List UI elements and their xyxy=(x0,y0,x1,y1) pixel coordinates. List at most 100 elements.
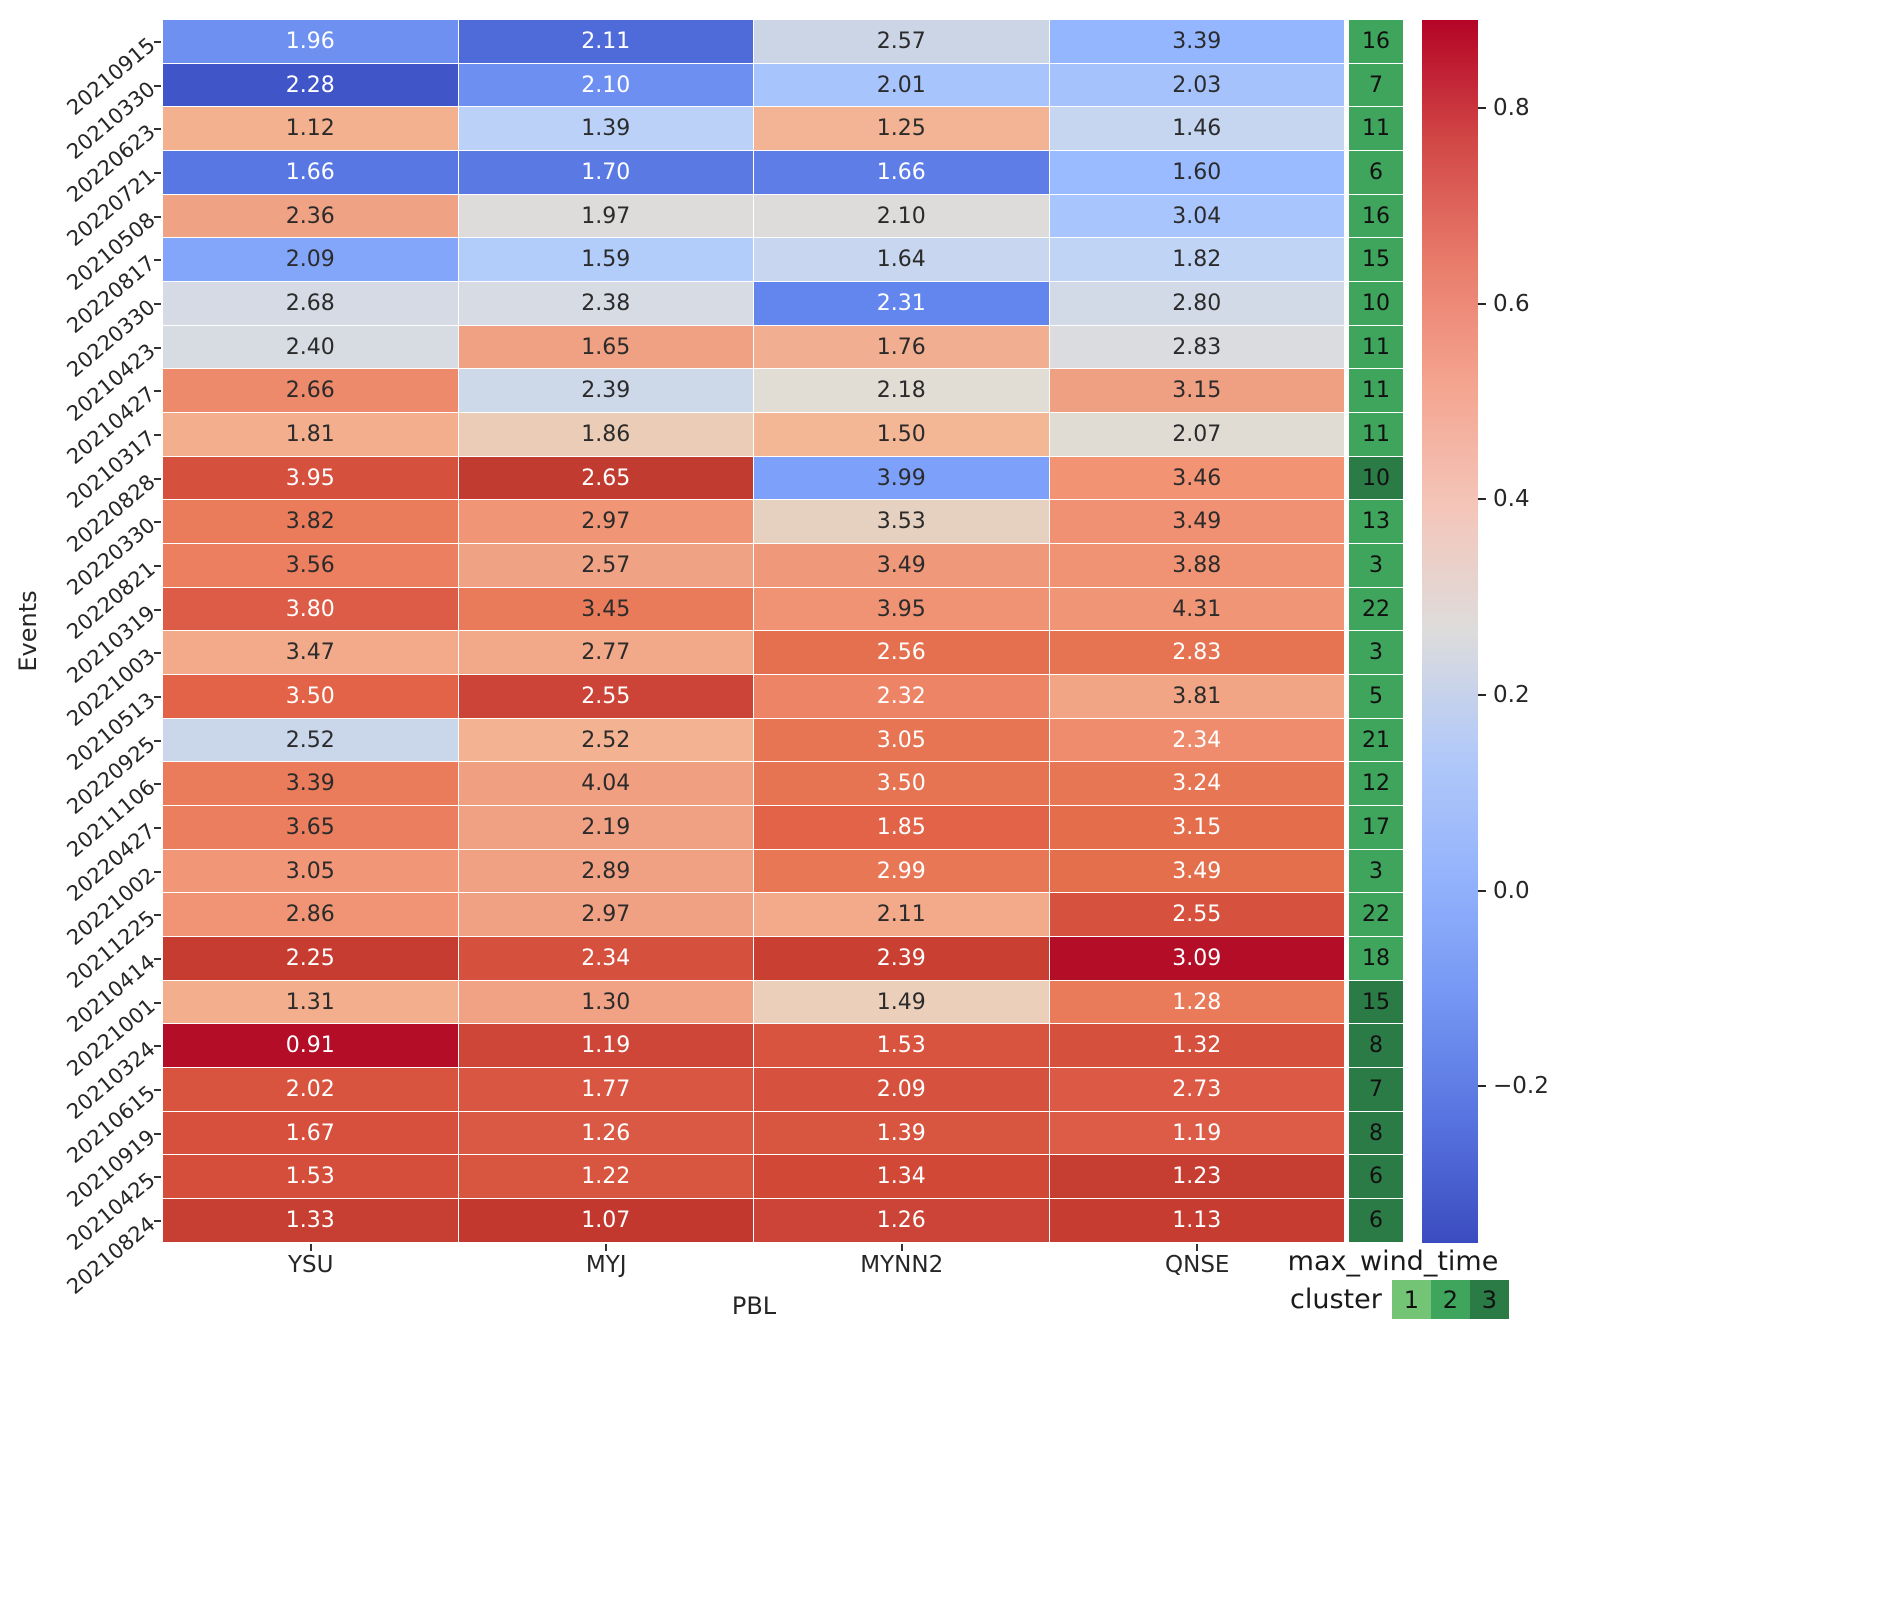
heatmap-cell: 3.95 xyxy=(163,456,459,501)
max-wind-time-cell: 17 xyxy=(1349,806,1403,850)
heatmap-cell: 1.30 xyxy=(458,980,754,1025)
heatmap-cell: 1.82 xyxy=(1049,238,1345,283)
colorbar-tick-label: −0.2 xyxy=(1493,1073,1549,1100)
max-wind-time-cell: 10 xyxy=(1349,456,1403,501)
heatmap-cell: 1.31 xyxy=(163,980,459,1025)
heatmap-cell: 3.49 xyxy=(1049,849,1345,894)
heatmap-cell: 2.52 xyxy=(458,718,754,763)
colorbar-tick-mark xyxy=(1478,1085,1486,1088)
max-wind-time-cell: 8 xyxy=(1349,1024,1403,1069)
heatmap-cell: 2.77 xyxy=(458,631,754,676)
colorbar-tick-mark xyxy=(1478,107,1486,110)
event-row: 2.66 2.39 2.18 3.15 11 xyxy=(163,369,1403,414)
heatmap-cell: 2.86 xyxy=(163,893,459,938)
y-tick-mark xyxy=(154,302,161,305)
colorbar-tick-mark xyxy=(1478,694,1486,697)
heatmap-cell: 3.81 xyxy=(1049,675,1345,719)
heatmap-cell: 2.10 xyxy=(754,194,1050,239)
heatmap-cell: 2.34 xyxy=(458,937,754,981)
max-wind-time-cell: 22 xyxy=(1349,587,1403,632)
heatmap-cell: 1.66 xyxy=(163,151,459,195)
event-row: 2.68 2.38 2.31 2.80 10 xyxy=(163,282,1403,326)
heatmap-cell: 4.31 xyxy=(1049,587,1345,632)
heatmap-cell: 1.23 xyxy=(1049,1155,1345,1200)
heatmap-cell: 2.11 xyxy=(458,20,754,64)
heatmap-cell: 2.28 xyxy=(163,63,459,108)
x-axis-title: PBL xyxy=(731,1292,777,1320)
y-tick-mark xyxy=(154,477,161,480)
event-row: 3.80 3.45 3.95 4.31 22 xyxy=(163,587,1403,632)
max-wind-time-cell: 8 xyxy=(1349,1111,1403,1156)
event-row: 3.50 2.55 2.32 3.81 5 xyxy=(163,675,1403,719)
heatmap-cell: 1.07 xyxy=(458,1199,754,1243)
max-wind-time-cell: 6 xyxy=(1349,151,1403,195)
max-wind-time-cell: 16 xyxy=(1349,194,1403,239)
heatmap-cell: 3.09 xyxy=(1049,937,1345,981)
heatmap-cell: 2.02 xyxy=(163,1068,459,1112)
y-tick-mark xyxy=(154,84,161,87)
heatmap-cell: 1.65 xyxy=(458,325,754,370)
heatmap-cell: 2.97 xyxy=(458,893,754,938)
heatmap-cell: 1.28 xyxy=(1049,980,1345,1025)
heatmap-cell: 3.50 xyxy=(163,675,459,719)
heatmap-cell: 2.57 xyxy=(458,544,754,588)
max-wind-time-cell: 21 xyxy=(1349,718,1403,763)
heatmap-cell: 3.99 xyxy=(754,456,1050,501)
y-tick-mark xyxy=(154,564,161,567)
x-tick-label: MYJ xyxy=(585,1252,627,1278)
colorbar-tick-label: 0.4 xyxy=(1493,486,1530,513)
heatmap-cell: 3.50 xyxy=(754,762,1050,807)
heatmap-cell: 1.76 xyxy=(754,325,1050,370)
heatmap-cell: 2.66 xyxy=(163,369,459,414)
heatmap-cell: 1.49 xyxy=(754,980,1050,1025)
heatmap-cell: 3.80 xyxy=(163,587,459,632)
colorbar-tick-mark xyxy=(1478,498,1486,501)
y-tick-mark xyxy=(154,390,161,393)
heatmap-cell: 2.09 xyxy=(163,238,459,283)
heatmap-cell: 1.53 xyxy=(163,1155,459,1200)
x-tick-label: QNSE xyxy=(1165,1252,1230,1278)
max-wind-time-cell: 3 xyxy=(1349,631,1403,676)
colorbar-tick-label: 0.8 xyxy=(1493,95,1530,122)
heatmap-cell: 1.60 xyxy=(1049,151,1345,195)
y-tick-mark xyxy=(154,1001,161,1004)
heatmap-cell: 3.49 xyxy=(1049,500,1345,545)
x-tick-label: MYNN2 xyxy=(860,1252,944,1278)
event-row: 2.36 1.97 2.10 3.04 16 xyxy=(163,194,1403,239)
heatmap-cell: 2.89 xyxy=(458,849,754,894)
heatmap-cell: 1.81 xyxy=(163,413,459,457)
event-row: 1.66 1.70 1.66 1.60 6 xyxy=(163,151,1403,195)
heatmap-cell: 1.85 xyxy=(754,806,1050,850)
y-tick-mark xyxy=(154,433,161,436)
heatmap-cell: 2.25 xyxy=(163,937,459,981)
heatmap-cell: 3.05 xyxy=(163,849,459,894)
heatmap-cell: 2.99 xyxy=(754,849,1050,894)
heatmap-cell: 1.96 xyxy=(163,20,459,64)
event-row: 2.52 2.52 3.05 2.34 21 xyxy=(163,718,1403,763)
max-wind-time-cell: 15 xyxy=(1349,980,1403,1025)
cluster-legend-swatch: 3 xyxy=(1469,1280,1509,1319)
cluster-legend-swatch: 1 xyxy=(1391,1280,1431,1319)
x-tick-mark xyxy=(309,1244,312,1251)
heatmap-cell: 3.95 xyxy=(754,587,1050,632)
heatmap-cell: 2.10 xyxy=(458,63,754,108)
heatmap-cell: 2.83 xyxy=(1049,325,1345,370)
cluster-legend-title: cluster xyxy=(1290,1284,1382,1315)
max-wind-time-cell: 6 xyxy=(1349,1155,1403,1200)
heatmap-cell: 2.65 xyxy=(458,456,754,501)
heatmap-cell: 1.97 xyxy=(458,194,754,239)
y-tick-mark xyxy=(154,1132,161,1135)
heatmap-grid: 1.96 2.11 2.57 3.39 16 2.28 2.10 2.01 2.03 7 1.12 1… xyxy=(163,20,1403,1243)
event-row: 1.33 1.07 1.26 1.13 6 xyxy=(163,1199,1403,1243)
y-axis-title: Events xyxy=(14,590,42,672)
heatmap-cell: 1.19 xyxy=(1049,1111,1345,1156)
heatmap-cell: 2.39 xyxy=(754,937,1050,981)
y-tick-mark xyxy=(154,128,161,131)
heatmap-cell: 2.01 xyxy=(754,63,1050,108)
y-tick-mark xyxy=(154,739,161,742)
y-tick-mark xyxy=(154,259,161,262)
event-row: 0.91 1.19 1.53 1.32 8 xyxy=(163,1024,1403,1069)
heatmap-cell: 1.26 xyxy=(754,1199,1050,1243)
